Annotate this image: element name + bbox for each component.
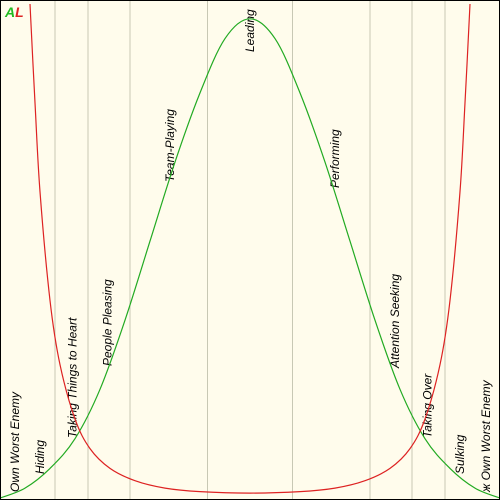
zone-label-8: Taking Over — [421, 373, 435, 438]
zone-label-0: Own Worst Enemy — [8, 391, 22, 492]
zone-label-10: ж Own Worst Enemy — [479, 379, 493, 493]
series-lines — [0, 3, 500, 499]
zone-labels: Own Worst Enemy Hiding Taking Things to He… — [8, 9, 493, 493]
zone-label-3: People Pleasing — [101, 279, 115, 366]
zone-label-7: Attention Seeking — [388, 274, 402, 369]
zone-label-2: Taking Things to Heart — [66, 317, 80, 438]
brand-logo: AL — [4, 4, 24, 20]
zone-label-5: Leading — [243, 9, 257, 52]
series-line-1 — [29, 3, 471, 494]
zone-label-1: Hiding — [33, 440, 47, 474]
brand-letter-a: A — [4, 4, 15, 20]
series-line-0 — [0, 18, 500, 499]
zone-label-6: Performing — [328, 129, 342, 188]
zone-label-4: Team-Playing — [163, 109, 177, 182]
zone-label-9: Sulking — [453, 434, 467, 474]
brand-letter-l: L — [15, 4, 24, 20]
